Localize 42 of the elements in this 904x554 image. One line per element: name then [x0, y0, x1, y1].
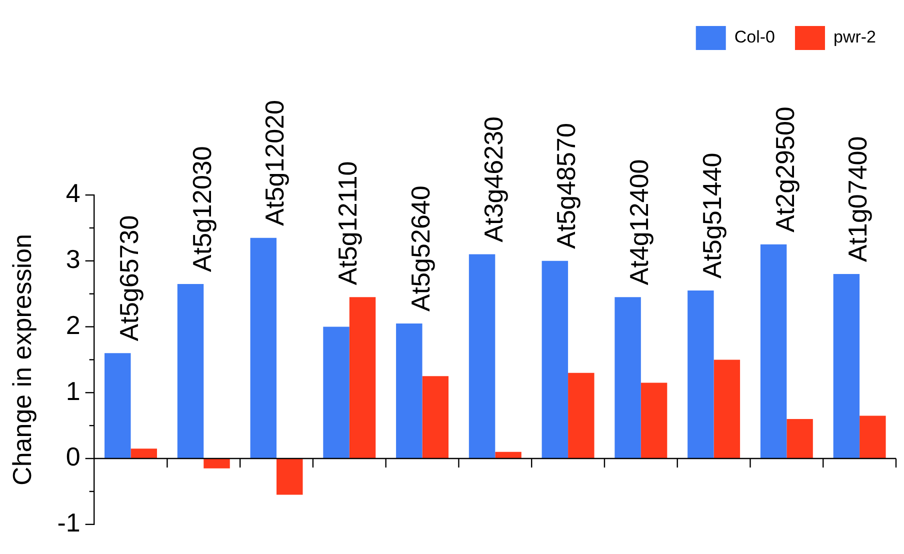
bar: [640, 382, 668, 459]
x-tick-label: At2g29500: [770, 106, 800, 232]
x-tick-label: At3g46230: [478, 116, 508, 242]
legend-label: pwr-2: [833, 28, 876, 47]
bar: [422, 376, 449, 459]
y-tick-label: 0: [66, 442, 80, 472]
y-tick-label: 3: [66, 244, 80, 274]
legend-label: Col-0: [734, 28, 775, 47]
bar: [276, 458, 303, 495]
x-tick-label: At5g12020: [260, 100, 290, 226]
y-tick-label: 1: [66, 376, 80, 406]
bar: [349, 297, 376, 459]
bar: [104, 353, 131, 459]
bar: [177, 284, 204, 459]
bar: [250, 238, 277, 459]
x-tick-label: At5g12030: [186, 146, 217, 272]
bar: [495, 452, 522, 459]
bar: [396, 323, 422, 459]
bar: [860, 416, 886, 459]
x-tick-label: At5g51440: [696, 152, 727, 279]
bar: [542, 260, 568, 459]
x-tick-label: At4g12400: [624, 159, 654, 286]
bar: [714, 360, 740, 459]
x-tick-label: At1g07400: [842, 136, 873, 262]
bar: [568, 372, 594, 459]
x-tick-label: At5g65730: [114, 215, 144, 342]
y-tick-label: 2: [66, 310, 80, 340]
bar: [614, 297, 641, 459]
bar: [323, 326, 350, 459]
y-axis-title: Change in expression: [6, 234, 37, 486]
x-tick-label: At5g48570: [551, 123, 582, 249]
bar: [204, 458, 230, 468]
y-tick-label: -1: [57, 508, 80, 538]
bar: [760, 244, 787, 459]
bar: [688, 290, 714, 459]
bar: [833, 274, 860, 459]
x-tick-label: At5g12110: [332, 161, 363, 286]
bar: [786, 418, 813, 459]
bar: [130, 448, 157, 459]
x-tick-label: At5g52640: [405, 186, 436, 312]
bar: [468, 254, 496, 459]
y-tick-label: 4: [66, 178, 80, 208]
